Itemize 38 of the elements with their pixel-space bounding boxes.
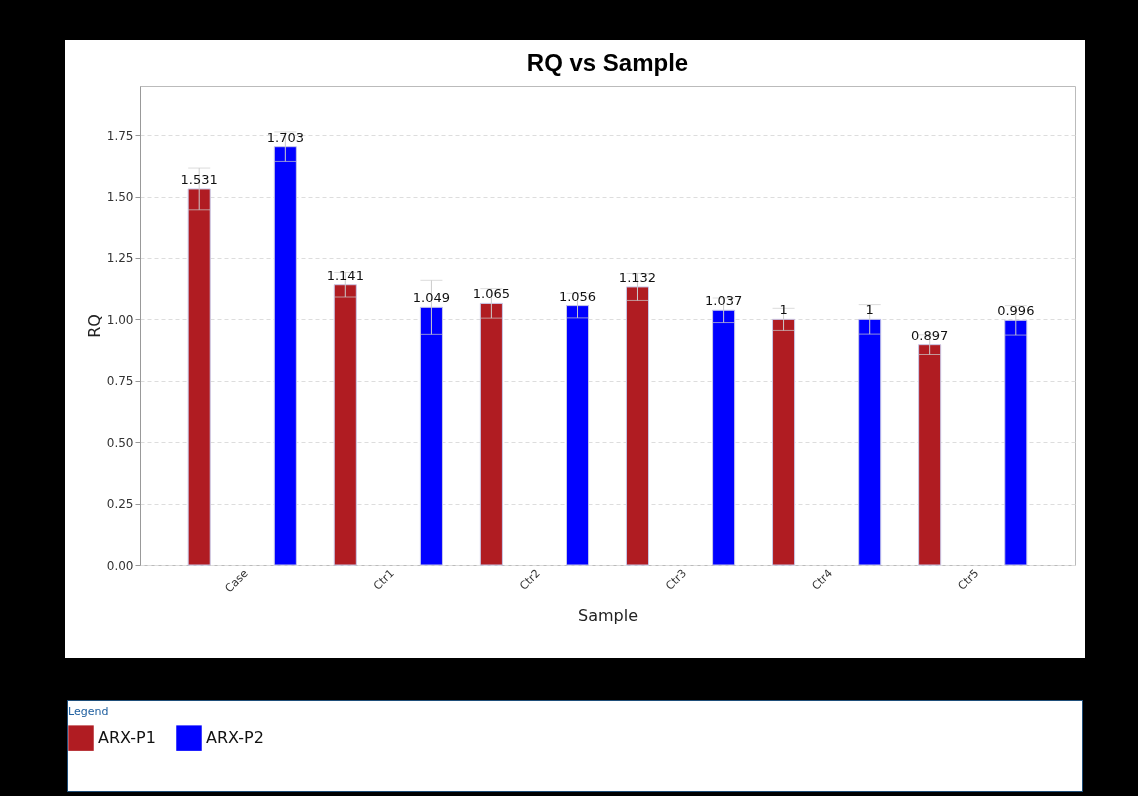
bar [333,284,357,566]
data-label: 1.703 [266,129,304,145]
y-tick-label: 0.75 [106,374,134,389]
x-axis-title: Sample [578,606,638,626]
bar [772,318,796,566]
bar [858,318,882,566]
y-tick-label: 1.25 [106,251,134,266]
y-tick-label: 1.50 [106,190,134,205]
y-axis-title: RQ [84,314,104,338]
bar [918,344,942,566]
data-label: 1 [865,302,874,318]
y-tick-label: 0.00 [106,558,134,573]
data-label: 1.037 [705,293,743,309]
data-label: 1.141 [326,267,364,283]
data-label: 1.056 [558,288,597,304]
y-tick-label: 1.00 [106,312,134,327]
y-tick-label: 1.75 [106,128,134,143]
data-label: 1.049 [412,290,451,306]
data-label: 0.897 [911,327,949,343]
bar [566,305,590,566]
y-tick-label: 0.25 [106,497,134,512]
bar [479,302,503,566]
bar [1004,319,1028,566]
bar [625,286,649,566]
bar [273,146,297,566]
legend-label: ARX-P1 [98,728,156,748]
data-label: 1.065 [472,286,510,302]
data-label: 1 [779,302,788,318]
legend-title: Legend [68,705,109,718]
bar [187,188,211,566]
bar [419,306,443,566]
y-tick-label: 0.50 [106,435,134,450]
legend-label: ARX-P2 [206,728,264,748]
data-label: 1.132 [618,269,657,285]
chart-title: RQ vs Sample [526,49,689,76]
data-label: 1.531 [180,171,218,187]
bar [712,309,736,566]
data-label: 0.996 [997,303,1035,319]
